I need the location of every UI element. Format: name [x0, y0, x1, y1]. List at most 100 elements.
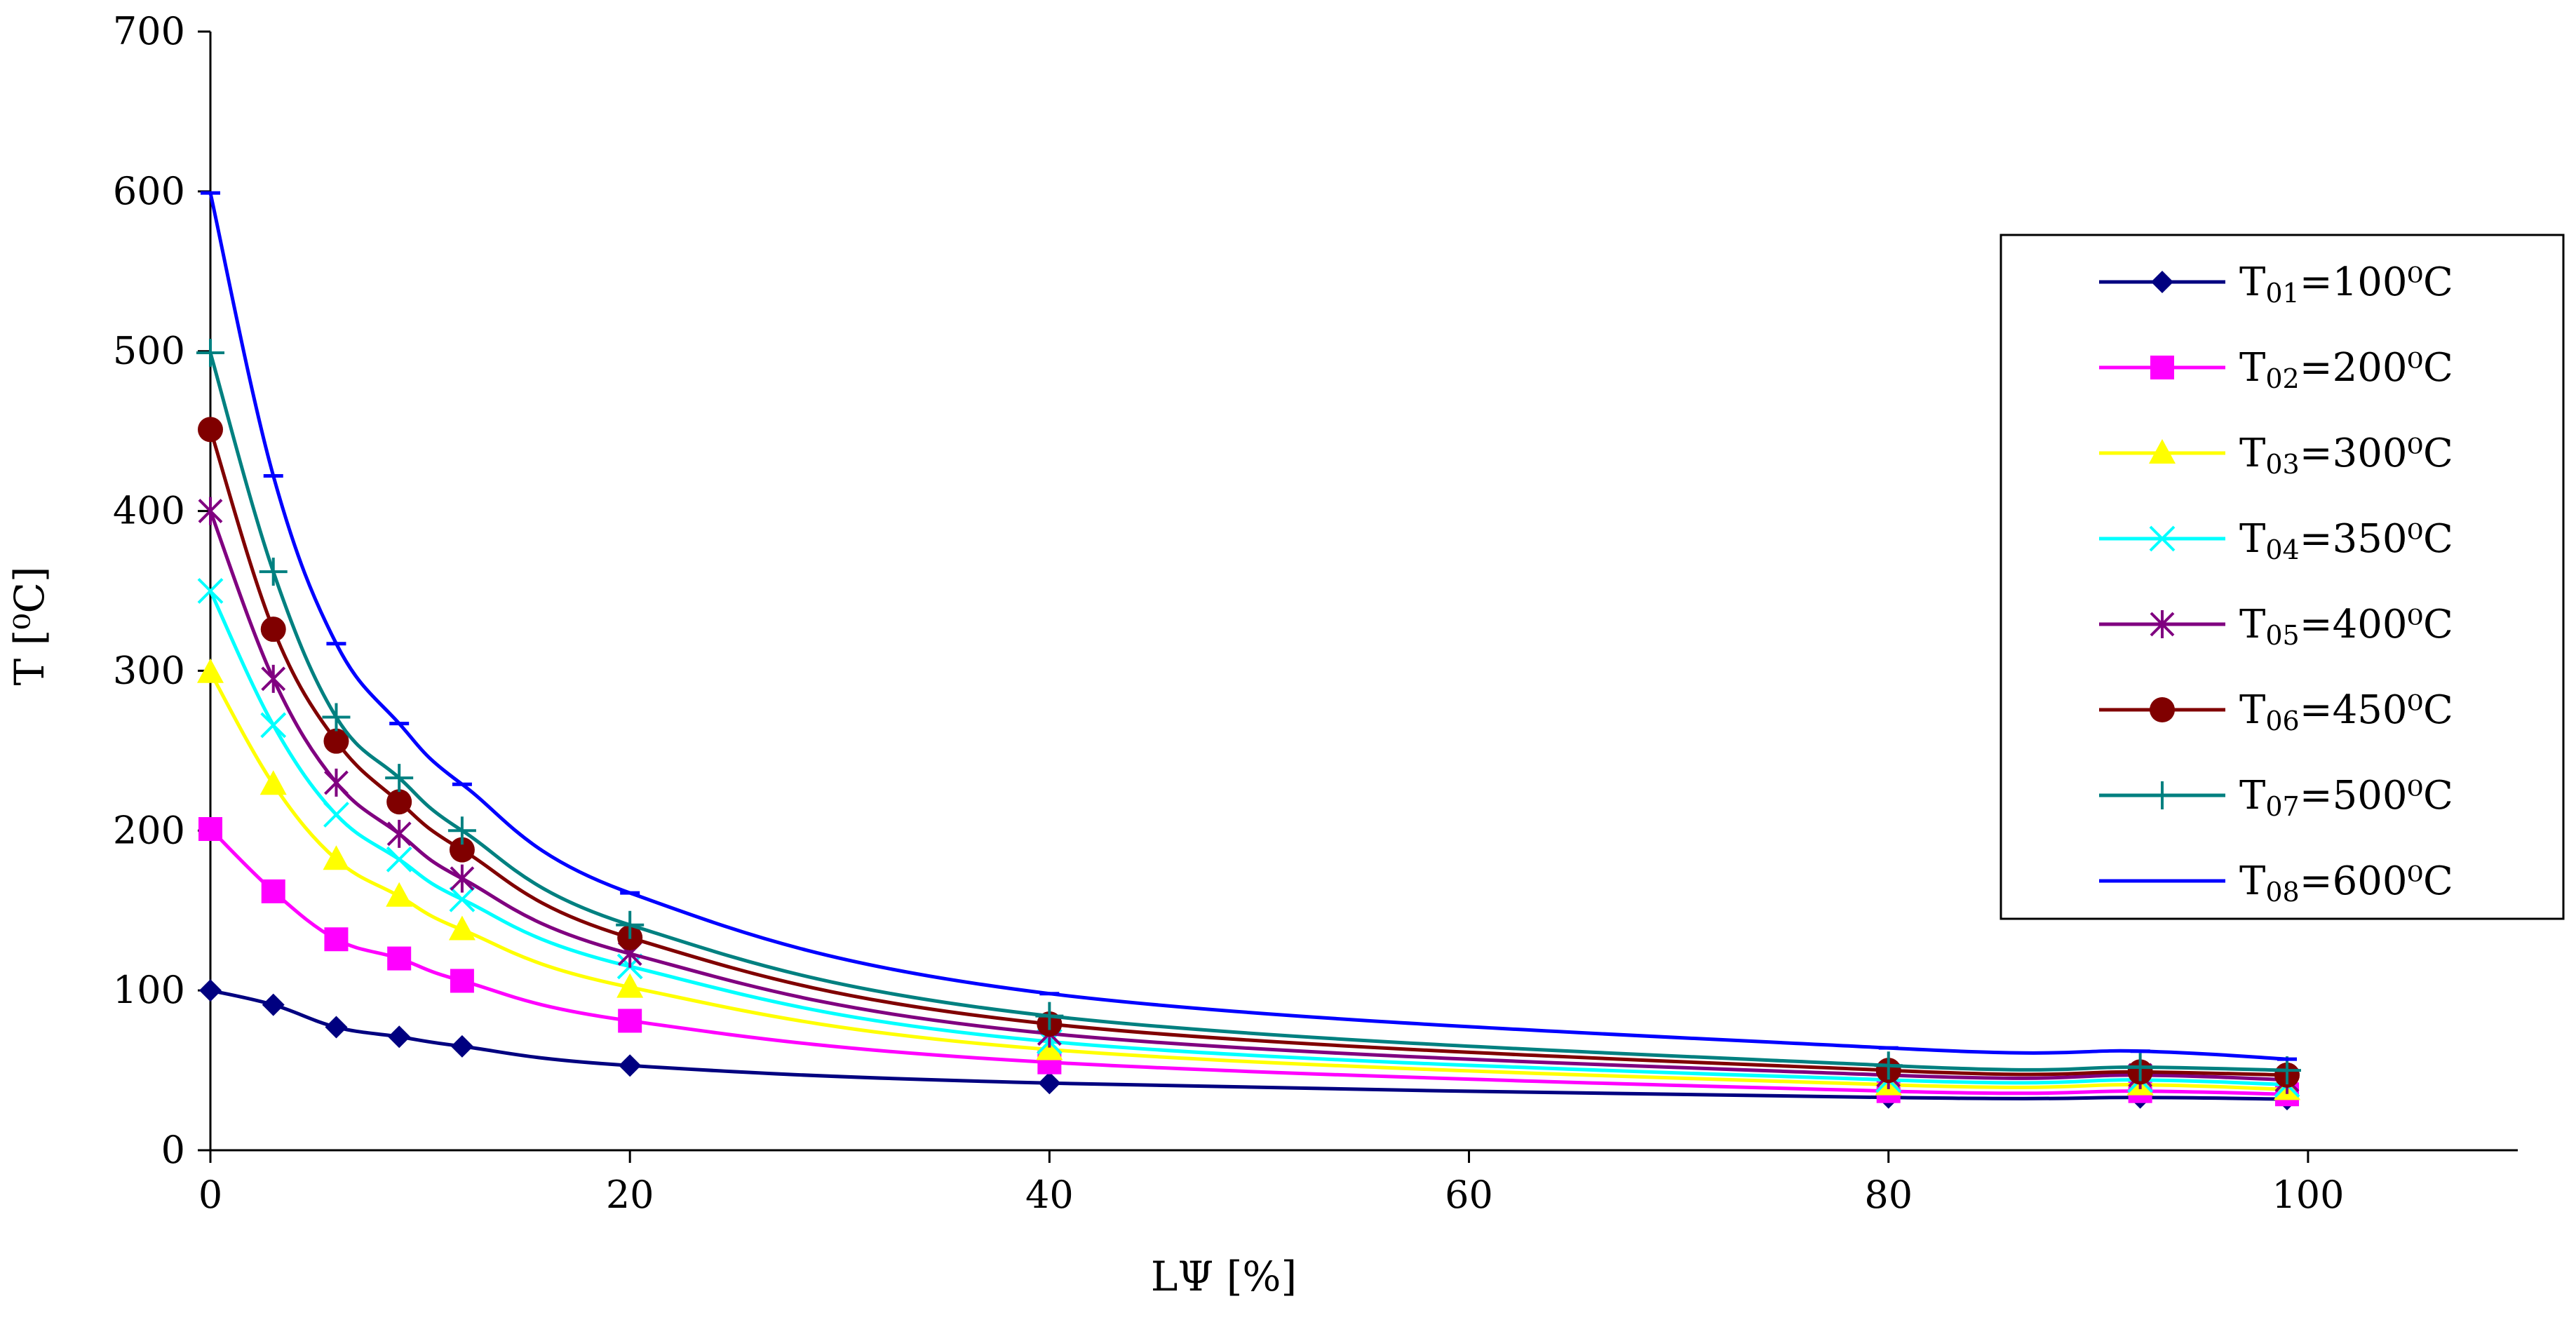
series-4 — [197, 578, 2300, 1098]
data-point — [260, 617, 286, 642]
data-point — [1038, 1072, 1061, 1095]
data-point — [388, 1025, 411, 1049]
x-tick-label: 100 — [2272, 1173, 2344, 1217]
data-point — [197, 658, 224, 683]
data-point — [616, 910, 645, 939]
data-point — [196, 338, 224, 367]
series-7 — [196, 338, 2301, 1085]
y-tick-label: 500 — [113, 329, 185, 373]
legend-marker — [2151, 271, 2173, 293]
series-line-3 — [208, 671, 2288, 1091]
y-tick-label: 700 — [113, 9, 185, 53]
legend-item-2: T02=200⁰C — [2099, 345, 2453, 394]
x-tick-label: 80 — [1864, 1173, 1913, 1217]
data-point — [262, 993, 285, 1016]
data-point — [386, 819, 412, 848]
data-point — [385, 764, 414, 793]
data-point — [261, 664, 286, 693]
legend-marker — [2150, 356, 2174, 379]
data-point — [616, 973, 644, 998]
legend-item-7: T07=500⁰C — [2099, 773, 2453, 822]
series-line-6 — [208, 429, 2288, 1077]
legend-marker — [2148, 781, 2176, 809]
data-point — [2273, 1056, 2301, 1085]
data-point — [260, 712, 287, 739]
x-tick-label: 20 — [606, 1173, 654, 1217]
series-line-1 — [210, 988, 2288, 1101]
data-point — [386, 789, 412, 815]
data-point — [323, 802, 349, 828]
data-point — [198, 497, 223, 525]
axes: 0 100 200 300 400 500 600 700 0 20 40 60 80 100 LΨ [%]… — [6, 9, 2518, 1300]
y-tick-label: 600 — [113, 169, 185, 213]
legend-item-1: T01=100⁰C — [2099, 260, 2453, 309]
x-tick-label: 40 — [1025, 1173, 1074, 1217]
data-point — [198, 817, 222, 842]
series-line-5 — [208, 510, 2288, 1082]
data-point — [618, 1009, 642, 1033]
data-point — [386, 882, 413, 907]
legend-box — [2000, 234, 2565, 920]
legend-label: T04=350⁰C — [2239, 516, 2453, 565]
legend-label: T08=600⁰C — [2239, 858, 2453, 908]
y-axis-title: T [⁰C] — [6, 566, 53, 685]
data-point — [2126, 1053, 2154, 1082]
legend-item-6: T06=450⁰C — [2099, 687, 2453, 736]
y-tick-label: 0 — [161, 1128, 185, 1172]
data-point — [450, 1035, 473, 1058]
legend-item-5: T05=400⁰C — [2099, 602, 2453, 651]
data-point — [1035, 1002, 1064, 1030]
data-point — [259, 770, 287, 795]
data-point — [259, 558, 288, 586]
y-tick-label: 300 — [113, 648, 185, 692]
data-point — [619, 1054, 642, 1077]
legend-item-8: T08=600⁰C — [2099, 858, 2453, 908]
data-point — [323, 728, 349, 754]
data-point — [197, 578, 224, 604]
legend-label: T07=500⁰C — [2239, 773, 2453, 822]
data-point — [324, 768, 349, 797]
data-point — [450, 864, 475, 893]
series-5 — [198, 497, 2300, 1094]
series-line-8 — [208, 192, 2288, 1061]
data-point — [325, 1016, 348, 1039]
legend-label: T03=300⁰C — [2239, 431, 2453, 480]
data-point — [449, 837, 475, 863]
series-layer — [196, 191, 2301, 1111]
legend-label: T06=450⁰C — [2239, 687, 2453, 736]
data-point — [449, 886, 476, 912]
data-point — [322, 703, 351, 732]
x-tick-label: 0 — [198, 1173, 222, 1217]
legend-label: T01=100⁰C — [2239, 260, 2453, 309]
data-point — [447, 816, 476, 845]
legend: T01=100⁰C T02=200⁰C T03=300⁰C T04=350⁰C T05=… — [2000, 234, 2565, 920]
series-2 — [198, 817, 2299, 1107]
data-point — [450, 969, 474, 993]
legend-marker — [2149, 525, 2176, 552]
legend-marker — [2149, 439, 2176, 464]
data-point — [387, 946, 412, 971]
data-point — [261, 879, 285, 903]
data-point — [448, 915, 476, 941]
series-line-7 — [208, 352, 2288, 1072]
x-tick-label: 60 — [1445, 1173, 1493, 1217]
legend-item-3: T03=300⁰C — [2099, 431, 2453, 480]
x-axis-title: LΨ [%] — [1151, 1253, 1297, 1300]
data-point — [198, 417, 223, 443]
data-point — [199, 979, 222, 1002]
series-3 — [197, 658, 2300, 1100]
y-tick-label: 200 — [113, 808, 185, 852]
series-8 — [201, 191, 2297, 1061]
legend-label: T02=200⁰C — [2239, 345, 2453, 394]
legend-marker — [2150, 697, 2175, 722]
data-point — [323, 845, 350, 870]
data-point — [324, 927, 349, 952]
series-6 — [198, 417, 2300, 1088]
data-point — [386, 846, 412, 873]
data-point — [1874, 1051, 1903, 1080]
legend-marker — [2150, 610, 2175, 638]
y-tick-label: 400 — [113, 489, 185, 533]
data-point — [1036, 1035, 1063, 1060]
legend-item-4: T04=350⁰C — [2099, 516, 2453, 565]
